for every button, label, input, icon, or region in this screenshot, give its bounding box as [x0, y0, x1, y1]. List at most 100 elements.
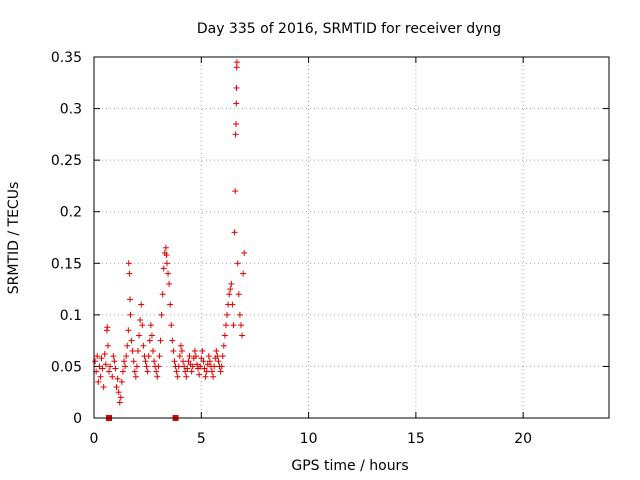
data-point [127, 311, 134, 318]
data-point [111, 358, 118, 365]
data-point [214, 353, 221, 360]
data-point [197, 363, 204, 370]
data-point [133, 363, 140, 370]
data-point [181, 363, 188, 370]
data-point [182, 368, 189, 375]
data-point [203, 368, 210, 375]
data-point [147, 322, 154, 329]
data-point [144, 368, 151, 375]
data-point [173, 368, 180, 375]
data-point [123, 353, 130, 360]
data-point [210, 373, 217, 380]
data-point [239, 332, 246, 339]
data-point [160, 265, 167, 272]
data-point [124, 342, 131, 349]
data-point [165, 270, 172, 277]
data-point [205, 353, 212, 360]
y-axis-label: SRMTID / TECUs [6, 182, 22, 295]
data-point [185, 358, 192, 365]
x-tick-label: 15 [407, 431, 425, 447]
data-point [235, 291, 242, 298]
data-point [137, 317, 144, 324]
data-point [117, 394, 124, 401]
data-point [166, 280, 173, 287]
data-point [221, 332, 228, 339]
data-point [186, 353, 193, 360]
data-point [104, 324, 111, 331]
data-point [101, 351, 108, 358]
data-point [127, 296, 134, 303]
data-point [226, 291, 233, 298]
data-point [177, 342, 184, 349]
data-point [175, 363, 182, 370]
data-point [168, 322, 175, 329]
data-point [132, 373, 139, 380]
chart-title: Day 335 of 2016, SRMTID for receiver dyn… [197, 21, 501, 37]
y-tick-label: 0.05 [51, 359, 82, 375]
y-tick-label: 0.35 [51, 50, 82, 66]
data-point [110, 353, 117, 360]
data-point [145, 353, 152, 360]
data-point [227, 286, 234, 293]
data-point [163, 252, 170, 259]
data-point [209, 368, 216, 375]
data-point [155, 363, 162, 370]
data-point [129, 347, 136, 354]
data-point [236, 311, 243, 318]
data-point [222, 322, 229, 329]
x-tick-label: 0 [90, 431, 99, 447]
data-point [118, 378, 125, 385]
data-point [204, 361, 211, 368]
data-point [232, 131, 239, 138]
data-point [153, 368, 160, 375]
data-point [192, 353, 199, 360]
data-point [180, 358, 187, 365]
y-tick-label: 0.15 [51, 256, 82, 272]
y-tick-label: 0 [73, 411, 82, 427]
data-point [102, 361, 109, 368]
data-point [184, 365, 191, 372]
data-point [233, 100, 240, 107]
data-point [194, 361, 200, 368]
axis-ticks: 0 5 10 15 20 0 0.05 0.1 0.15 0.2 0.25 0.3 0.35 [51, 50, 609, 447]
data-point [176, 353, 183, 360]
data-point [100, 384, 107, 391]
data-point [211, 363, 218, 370]
data-point [171, 358, 178, 365]
data-point [174, 373, 181, 380]
grid [94, 57, 609, 418]
y-tick-label: 0.3 [60, 102, 82, 118]
data-point [116, 399, 123, 406]
data-points [92, 59, 248, 421]
data-point [198, 355, 205, 362]
data-point [154, 373, 161, 380]
data-point [115, 389, 122, 396]
data-point [229, 301, 236, 308]
data-point [143, 363, 150, 370]
data-point [96, 363, 103, 370]
data-point [218, 363, 225, 370]
data-point [140, 342, 147, 349]
data-point [138, 301, 145, 308]
data-point [148, 332, 155, 339]
data-point [98, 355, 105, 362]
y-tick-label: 0.1 [60, 308, 82, 324]
data-point [233, 121, 240, 128]
data-point [134, 347, 141, 354]
x-tick-label: 10 [300, 431, 318, 447]
data-point [156, 353, 163, 360]
data-point [183, 373, 190, 380]
y-tick-label: 0.25 [51, 153, 82, 169]
data-point [234, 260, 241, 267]
data-point [230, 322, 237, 329]
data-point [126, 270, 133, 277]
data-point [224, 311, 231, 318]
data-point [114, 375, 121, 382]
data-point [121, 358, 128, 365]
data-point [150, 347, 157, 354]
data-point [233, 59, 240, 66]
data-point [97, 373, 104, 380]
data-point [130, 358, 137, 365]
data-point [167, 301, 174, 308]
